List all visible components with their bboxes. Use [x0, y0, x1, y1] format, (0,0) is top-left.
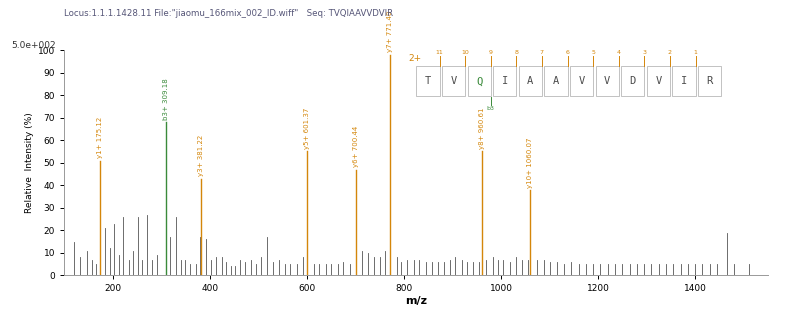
Text: A: A [527, 76, 534, 86]
Text: y1+ 175.12: y1+ 175.12 [98, 117, 103, 158]
Text: D: D [630, 76, 636, 86]
Text: b3+ 309.18: b3+ 309.18 [162, 78, 169, 120]
Text: 1: 1 [694, 50, 698, 55]
Y-axis label: Relative  Intensity (%): Relative Intensity (%) [25, 112, 34, 213]
Text: y8+ 960.61: y8+ 960.61 [479, 108, 485, 149]
Text: V: V [578, 76, 585, 86]
Text: Locus:1.1.1.1428.11 File:"jiaomu_166mix_002_ID.wiff"   Seq: TVQIAAVVDVIR: Locus:1.1.1.1428.11 File:"jiaomu_166mix_… [64, 9, 393, 18]
Text: Q: Q [476, 76, 482, 86]
Text: 6: 6 [566, 50, 570, 55]
Text: b3: b3 [486, 106, 494, 111]
Text: y3+ 381.22: y3+ 381.22 [198, 135, 203, 176]
Text: 5.0e+002: 5.0e+002 [11, 41, 56, 50]
Text: 9: 9 [489, 50, 493, 55]
Text: 5: 5 [591, 50, 595, 55]
Text: y6+ 700.44: y6+ 700.44 [353, 126, 358, 167]
Text: 10: 10 [462, 50, 469, 55]
Text: y7+ 771.48: y7+ 771.48 [387, 11, 393, 52]
Text: 4: 4 [617, 50, 621, 55]
Text: I: I [502, 76, 508, 86]
Text: T: T [425, 76, 431, 86]
Text: 2+: 2+ [408, 54, 421, 63]
Text: 8: 8 [514, 50, 518, 55]
Text: y5+ 601.37: y5+ 601.37 [305, 108, 310, 149]
X-axis label: m/z: m/z [405, 296, 427, 306]
Text: 3: 3 [642, 50, 646, 55]
Text: 11: 11 [436, 50, 443, 55]
Text: A: A [553, 76, 559, 86]
Text: 7: 7 [540, 50, 544, 55]
Text: V: V [450, 76, 457, 86]
Text: 2: 2 [668, 50, 672, 55]
Text: y10+ 1060.07: y10+ 1060.07 [527, 137, 533, 187]
Text: I: I [681, 76, 687, 86]
Text: V: V [655, 76, 662, 86]
Text: V: V [604, 76, 610, 86]
Text: R: R [706, 76, 713, 86]
